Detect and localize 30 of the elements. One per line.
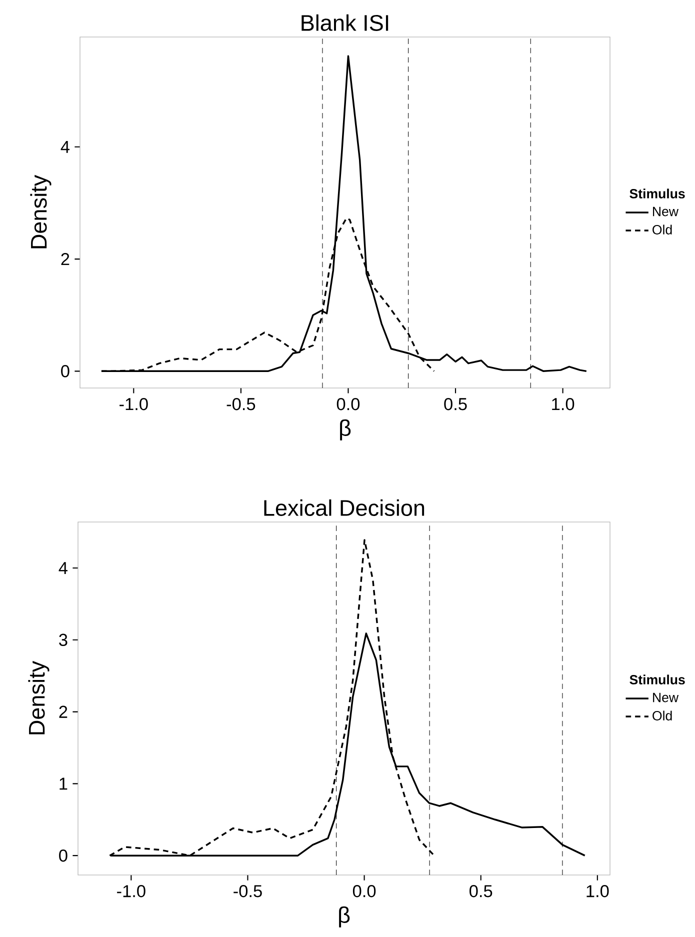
y-tick-label: 1	[60, 778, 68, 790]
x-tick-label: -0.5	[234, 885, 262, 898]
y-tick-label: 2	[61, 252, 70, 266]
x-tick-label: 0.0	[352, 885, 376, 898]
chart-title: Blank ISI	[302, 14, 388, 31]
x-tick-label: 0.5	[470, 885, 492, 898]
legend-label: New	[653, 206, 679, 216]
y-tick-label: 2	[59, 706, 68, 718]
x-axis-title: β	[339, 906, 350, 928]
y-axis-title: Density	[30, 174, 52, 248]
y-axis-title: Density	[28, 660, 50, 734]
y-tick-label: 4	[58, 562, 68, 574]
y-tick-label: 3	[59, 634, 68, 646]
x-tick-label: 1.0	[552, 398, 574, 410]
x-tick-label: -1.0	[117, 885, 146, 898]
chart-title: Lexical Decision	[264, 499, 424, 516]
x-tick-label: 1.0	[586, 885, 609, 898]
y-tick-label: 0	[61, 365, 70, 378]
x-tick-label: -1.0	[120, 398, 148, 410]
legend-label: New	[653, 692, 679, 702]
legend-title: Stimulus	[630, 188, 685, 198]
y-tick-label: 0	[59, 849, 68, 862]
y-tick-label: 4	[60, 140, 70, 153]
legend-label: Old	[652, 224, 672, 234]
legend-title: Stimulus	[630, 674, 685, 684]
x-tick-label: -0.5	[226, 398, 256, 410]
x-tick-label: 0.0	[336, 398, 360, 410]
x-axis-title: β	[340, 419, 351, 440]
x-tick-label: 0.5	[444, 398, 467, 410]
legend-label: Old	[652, 710, 672, 720]
